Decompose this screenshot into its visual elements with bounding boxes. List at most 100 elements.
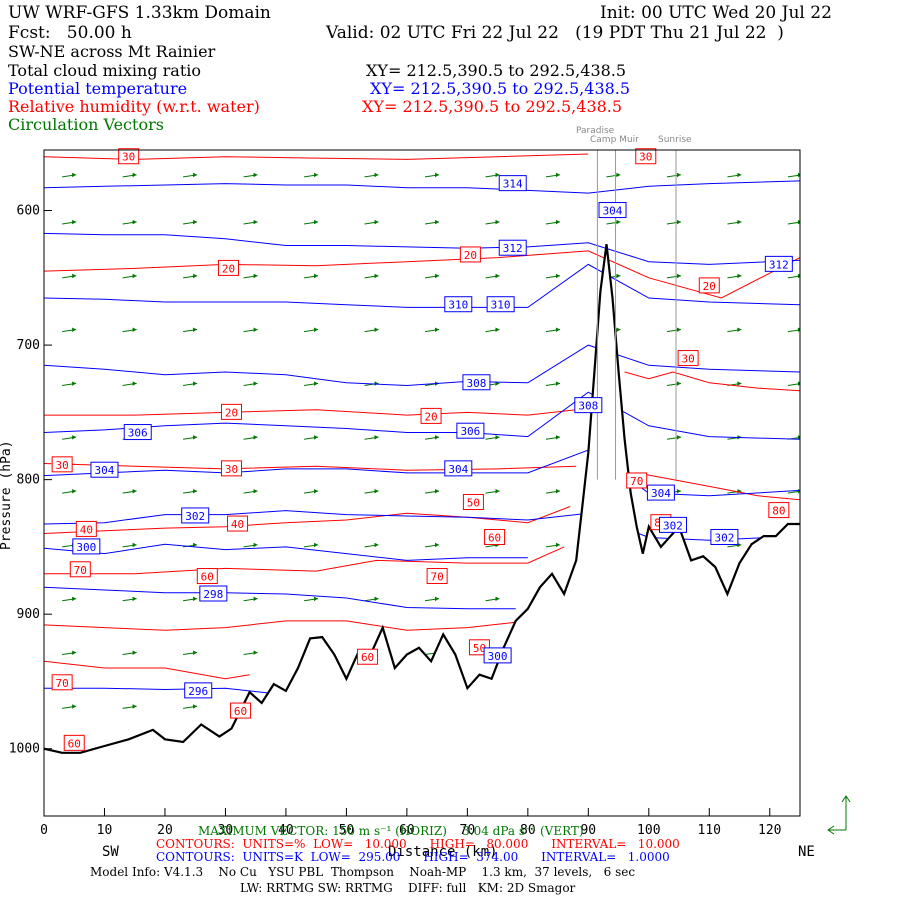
wind-vector (424, 329, 440, 333)
wind-vector (727, 490, 742, 494)
rh-label-box (220, 460, 242, 477)
wind-vector-head (737, 327, 742, 333)
wind-vector (545, 544, 561, 548)
theta-label: 312 (769, 258, 789, 271)
wind-vector (243, 382, 258, 386)
wind-vector-head (314, 488, 319, 494)
rh-label: 60 (234, 705, 247, 718)
theta-label: 310 (448, 299, 468, 312)
wind-vector (424, 174, 440, 178)
rh-label: 30 (225, 463, 238, 476)
wind-vector (545, 382, 561, 386)
theta-contour-300 (44, 543, 528, 561)
theta-label: 304 (448, 463, 468, 476)
rh-label-box (220, 403, 242, 420)
wind-vector-head (676, 596, 681, 602)
wind-vector-head (435, 488, 440, 494)
wind-vector (545, 598, 561, 602)
wind-vector-head (435, 219, 440, 225)
y-tick-label: 600 (17, 204, 40, 219)
rh-label: 40 (80, 523, 93, 536)
theta-contour-304 (44, 449, 800, 497)
wind-vector (424, 275, 440, 279)
wind-vector (787, 174, 800, 178)
wind-vector (364, 598, 379, 602)
wind-vector-head (132, 488, 137, 494)
theta-contour-308 (44, 344, 800, 387)
wind-vector-head (314, 327, 319, 333)
theta-label: 308 (466, 377, 486, 390)
y-tick-label: 700 (17, 338, 40, 353)
wind-vector-head (555, 172, 560, 178)
wind-vector (727, 598, 742, 602)
wind-vector (787, 383, 800, 386)
theta-label-box (486, 296, 515, 313)
rh-label-box (426, 568, 448, 585)
wind-vector-head (253, 435, 258, 440)
forecast-hour: Fcst: 50.00 h (8, 23, 132, 43)
wind-vector (787, 544, 800, 548)
theta-label-box (764, 255, 793, 272)
rh-label-box (462, 494, 484, 511)
wind-vector-head (72, 381, 77, 386)
wind-vector (606, 221, 621, 225)
wind-vector-head (435, 542, 440, 548)
wind-vector (485, 490, 500, 494)
theta-label: 306 (128, 427, 148, 440)
rh-contour-60 (44, 587, 553, 631)
x-tick-label: 0 (40, 823, 48, 838)
wind-vector (364, 174, 379, 178)
location-sunrise: Sunrise (658, 135, 692, 145)
wind-vector-head (314, 596, 319, 602)
wind-vector (666, 705, 682, 709)
rh-label: 30 (639, 151, 652, 164)
wind-vector-head (72, 704, 77, 709)
x-tick-label: 110 (698, 823, 721, 838)
theta-label-box (444, 296, 473, 313)
wind-vector-head (314, 172, 319, 178)
wind-vector-head (132, 273, 137, 279)
theta-label-box (462, 374, 491, 391)
wind-vector (243, 490, 258, 494)
rh-label-box (459, 246, 481, 263)
wind-vector (243, 651, 258, 656)
rh-label: 70 (56, 677, 69, 690)
rh-label-box (650, 514, 672, 531)
theta-label: 306 (460, 425, 480, 438)
wind-vector (122, 221, 137, 225)
theta-label: 298 (203, 588, 223, 601)
rh-contour-30 (44, 463, 577, 471)
rh-label: 40 (231, 518, 244, 531)
rh-label: 30 (681, 353, 694, 366)
wind-vector (303, 490, 319, 494)
wind-vector-head (435, 172, 440, 178)
wind-vector (62, 436, 77, 440)
wind-vector-head (676, 650, 681, 655)
rh-label: 20 (225, 406, 238, 419)
wind-vector-head (435, 704, 440, 709)
wind-vector-head (72, 172, 77, 178)
wind-vector (122, 651, 137, 656)
rh-label-box (227, 515, 249, 532)
domain-title: UW WRF-GFS 1.33km Domain (8, 3, 271, 23)
wind-vector-head (797, 435, 800, 440)
wind-vector-head (555, 596, 560, 602)
rh-contour-40 (44, 506, 571, 534)
rh-label-box (69, 561, 91, 578)
wind-vector (606, 651, 621, 656)
rh-label: 80 (772, 505, 785, 518)
wind-vector-head (374, 650, 379, 655)
physics-info: LW: RRTMG SW: RRTMG DIFF: full KM: 2D Sm… (240, 881, 576, 895)
wind-vector (545, 329, 561, 333)
wind-vector (243, 329, 258, 333)
rh-label-box (602, 202, 624, 219)
wind-vector-head (555, 273, 560, 279)
theta-label-box (90, 461, 119, 478)
rh-label: 60 (68, 737, 81, 750)
theta-label-box (456, 422, 485, 439)
wind-vector-head (72, 435, 77, 440)
wind-vector (303, 275, 319, 279)
wind-vector (424, 705, 440, 709)
wind-vector-head (374, 435, 379, 440)
model-info: Model Info: V4.1.3 No Cu YSU PBL Thompso… (90, 865, 636, 879)
